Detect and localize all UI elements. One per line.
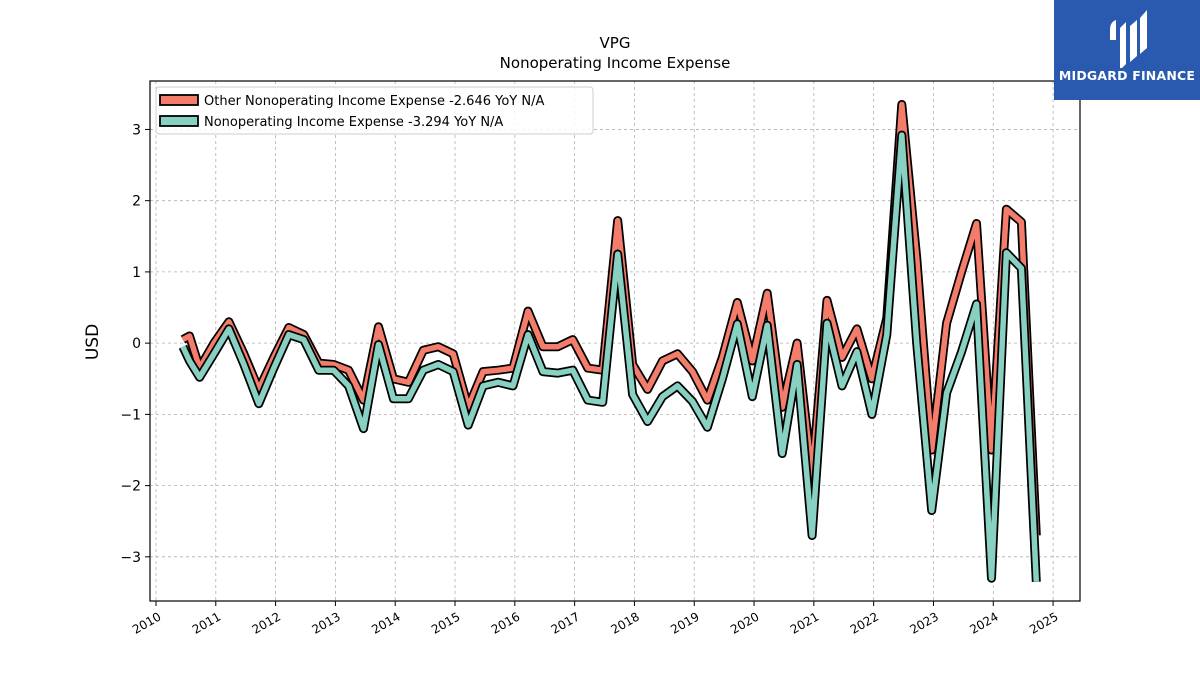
plot-area <box>149 80 1081 602</box>
brand-logo: MIDGARD FINANCE <box>1054 0 1200 100</box>
legend: Other Nonoperating Income Expense -2.646… <box>155 86 594 135</box>
legend-box <box>155 86 594 135</box>
y-axis-label: USD <box>83 324 103 360</box>
y-axis: −3 −2 −1 0 1 2 3 <box>120 122 150 566</box>
x-axis: 2010 2011 2012 2013 2014 2015 2016 2017 2018 2019… <box>130 601 1061 637</box>
x-tick-label: 2020 <box>728 609 761 636</box>
x-tick-label: 2022 <box>848 609 881 636</box>
x-tick-label: 2019 <box>668 609 701 636</box>
legend-label: Other Nonoperating Income Expense -2.646… <box>204 94 544 109</box>
x-tick-label: 2014 <box>369 609 402 636</box>
y-tick-label: 3 <box>132 122 141 138</box>
y-tick-label: −3 <box>120 550 141 566</box>
y-tick-label: 2 <box>132 194 141 210</box>
x-tick-label: 2012 <box>250 609 283 636</box>
x-tick-label: 2021 <box>788 609 821 636</box>
x-tick-label: 2011 <box>190 609 223 636</box>
x-tick-label: 2010 <box>130 609 163 636</box>
x-tick-label: 2025 <box>1027 609 1060 636</box>
brand-name: MIDGARD FINANCE <box>1058 68 1196 83</box>
x-tick-label: 2015 <box>429 609 462 636</box>
y-tick-label: −1 <box>120 407 141 423</box>
midgard-logo-icon <box>1110 10 1147 68</box>
x-tick-label: 2018 <box>608 609 641 636</box>
x-tick-label: 2024 <box>967 609 1000 636</box>
y-tick-label: 0 <box>132 336 141 352</box>
legend-swatch <box>159 115 199 127</box>
x-tick-label: 2013 <box>309 609 342 636</box>
series-2-line <box>180 132 1040 582</box>
x-tick-label: 2023 <box>908 609 941 636</box>
x-tick-label: 2017 <box>549 609 582 636</box>
x-tick-label: 2016 <box>489 609 522 636</box>
series-lines <box>178 100 1041 583</box>
legend-label: Nonoperating Income Expense -3.294 YoY N… <box>204 115 503 130</box>
chart-title: VPG <box>600 34 631 52</box>
y-tick-label: 1 <box>132 265 141 281</box>
y-tick-label: −2 <box>120 479 141 495</box>
chart-subtitle: Nonoperating Income Expense <box>500 54 731 72</box>
legend-swatch <box>159 94 199 106</box>
